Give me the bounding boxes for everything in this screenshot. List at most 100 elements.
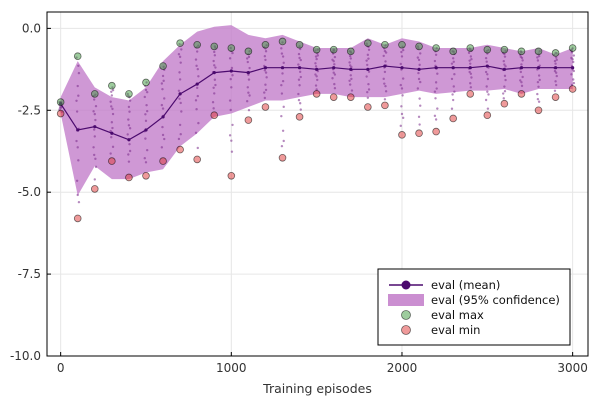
mean-point	[297, 66, 302, 70]
sample-point	[314, 84, 318, 87]
sample-point	[94, 165, 98, 169]
sample-point	[470, 57, 473, 61]
mean-point	[349, 67, 353, 71]
sample-point	[179, 61, 182, 64]
sample-point	[111, 112, 115, 116]
sample-point	[111, 107, 114, 111]
eval-min-point	[466, 90, 475, 98]
mean-point	[366, 67, 370, 71]
sample-point	[418, 63, 421, 67]
sample-point	[92, 146, 95, 149]
sample-point	[58, 106, 62, 109]
eval-max-point	[125, 90, 133, 98]
sample-point	[520, 56, 524, 60]
sample-point	[179, 132, 182, 136]
sample-point	[504, 65, 507, 68]
sample-point	[501, 92, 505, 95]
sample-point	[92, 110, 95, 113]
mean-point	[332, 66, 336, 70]
legend-swatch-band	[388, 294, 424, 306]
sample-point	[161, 133, 165, 137]
sample-point	[299, 58, 302, 62]
sample-point	[333, 87, 337, 90]
sample-point	[417, 77, 421, 81]
eval-max-point	[346, 47, 355, 56]
sample-point	[109, 152, 112, 155]
sample-point	[160, 82, 164, 85]
eval-min-point	[551, 93, 560, 101]
sample-point	[333, 55, 337, 59]
eval-min-point	[176, 145, 184, 154]
sample-point	[127, 105, 131, 109]
sample-point	[417, 58, 421, 62]
sample-point	[299, 108, 302, 111]
mean-point	[229, 69, 233, 73]
sample-point	[536, 80, 540, 84]
sample-point	[469, 62, 472, 65]
y-tick-label: -7.5	[18, 267, 41, 281]
sample-point	[384, 90, 388, 93]
sample-point	[179, 101, 182, 105]
sample-point	[521, 75, 524, 79]
sample-point	[160, 103, 164, 107]
sample-point	[348, 61, 351, 64]
sample-point	[264, 88, 268, 92]
sample-point	[315, 75, 318, 78]
sample-point	[401, 48, 405, 52]
sample-point	[417, 71, 420, 75]
sample-point	[94, 157, 97, 161]
sample-point	[503, 55, 507, 58]
sample-point	[382, 77, 385, 81]
sample-point	[263, 54, 267, 58]
sample-point	[400, 50, 403, 54]
sample-point	[537, 100, 541, 103]
sample-point	[348, 79, 351, 82]
sample-point	[467, 51, 471, 55]
sample-point	[519, 70, 523, 74]
sample-point	[434, 81, 438, 84]
sample-point	[468, 59, 471, 62]
eval-max-point	[227, 44, 236, 52]
eval-min-point	[517, 90, 526, 98]
sample-point	[247, 55, 251, 59]
sample-point	[418, 123, 421, 126]
sample-point	[332, 60, 335, 63]
sample-point	[264, 83, 267, 86]
sample-point	[399, 124, 402, 128]
sample-point	[553, 59, 557, 63]
sample-point	[314, 55, 318, 58]
sample-point	[383, 82, 386, 85]
mean-point	[571, 66, 575, 70]
eval-max-point	[210, 42, 219, 51]
sample-point	[553, 89, 557, 92]
sample-point	[297, 63, 300, 66]
sample-point	[298, 70, 302, 74]
sample-point	[503, 89, 507, 93]
eval-max-point	[261, 40, 270, 49]
sample-point	[436, 72, 439, 75]
sample-point	[333, 73, 337, 76]
sample-point	[213, 54, 217, 57]
sample-point	[419, 104, 422, 107]
eval-max-point	[500, 45, 509, 54]
sample-point	[93, 135, 96, 138]
eval-max-point	[449, 47, 457, 56]
sample-point	[331, 77, 334, 80]
mean-point	[76, 128, 80, 132]
sample-point	[434, 118, 438, 121]
sample-point	[111, 126, 114, 130]
sample-point	[281, 55, 285, 58]
sample-point	[145, 109, 149, 113]
y-tick-label: -2.5	[18, 103, 41, 117]
sample-point	[75, 139, 78, 143]
eval-max-point	[415, 42, 423, 51]
sample-point	[400, 87, 404, 90]
sample-point	[401, 94, 404, 97]
mean-point	[485, 64, 489, 68]
sample-point	[554, 71, 558, 74]
sample-point	[416, 56, 420, 59]
x-axis-title: Training episodes	[262, 381, 372, 396]
sample-point	[349, 57, 352, 60]
sample-point	[282, 139, 285, 143]
sample-point	[110, 136, 113, 139]
